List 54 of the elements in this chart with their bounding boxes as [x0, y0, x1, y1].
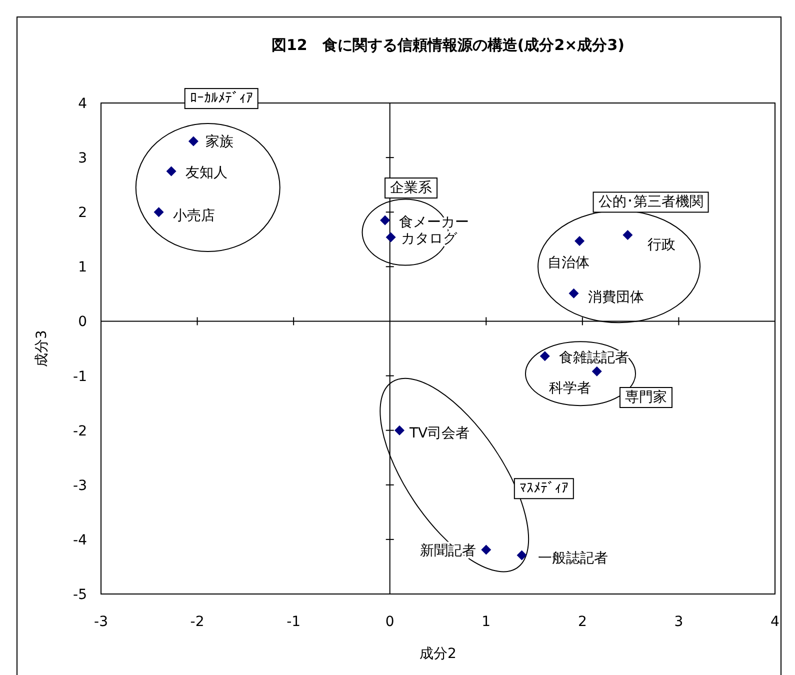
y-tick-label: -3	[73, 478, 87, 494]
chart-title: 図12 食に関する信頼情報源の構造(成分2×成分3)	[271, 36, 625, 54]
y-tick-label: 0	[78, 314, 87, 330]
point	[592, 366, 602, 376]
x-axis-title: 成分2	[420, 646, 456, 662]
point	[188, 136, 198, 146]
y-tick-label: 3	[78, 150, 87, 167]
y-tick-label: 2	[78, 205, 87, 222]
y-tick-label: 1	[78, 260, 87, 276]
x-tick-label: 2	[578, 614, 587, 630]
point	[166, 166, 176, 176]
annotation: 公的･第三者機関	[592, 192, 709, 213]
series-label: 消費団体	[588, 289, 644, 306]
point	[394, 425, 404, 436]
y-tick-label: 4	[78, 96, 88, 112]
point	[154, 207, 164, 218]
point	[380, 215, 390, 226]
x-tick-label: -3	[94, 614, 108, 630]
annotation: 企業系	[390, 180, 432, 196]
x-tick-label: -2	[190, 614, 204, 630]
series-label: 友知人	[185, 165, 228, 182]
x-tick-label: -1	[286, 614, 301, 630]
y-tick-label: -5	[73, 587, 87, 603]
series-label: 一般誌記者	[538, 550, 608, 566]
series-label: 家族	[205, 134, 234, 150]
point	[386, 232, 396, 242]
point	[568, 288, 579, 298]
series-label: 小売店	[172, 208, 215, 224]
annotation: ﾏｽﾒﾃﾞｨｱ	[519, 480, 568, 497]
point	[481, 544, 492, 555]
point	[622, 230, 633, 240]
y-tick-label: -4	[73, 532, 88, 548]
series-label: 自治体	[548, 255, 590, 272]
point	[574, 236, 585, 246]
annotation: ﾏｽﾒﾃﾞｨｱ	[514, 478, 574, 500]
annotation: ﾛｰｶﾙﾒﾃﾞｨｱ	[190, 90, 253, 107]
x-tick-label: 0	[385, 614, 394, 630]
annotation: 専門家	[624, 390, 667, 406]
y-tick-label: -2	[73, 423, 87, 440]
annotation: 公的･第三者機関	[598, 194, 704, 210]
x-tick-label: 4	[770, 614, 780, 630]
series-label: 食雑誌記者	[558, 350, 629, 366]
point	[540, 351, 550, 362]
y-axis-title: 成分3	[34, 330, 50, 367]
series-label: 行政	[648, 237, 676, 254]
y-tick-label: -1	[73, 368, 87, 385]
x-tick-label: 3	[674, 614, 684, 630]
annotation: ﾛｰｶﾙﾒﾃﾞｨｱ	[184, 88, 258, 110]
point	[516, 550, 527, 560]
annotation: 企業系	[384, 178, 438, 199]
x-tick-label: 1	[482, 614, 491, 630]
series-label: TV司会者	[408, 425, 470, 442]
annotation: 専門家	[619, 387, 672, 408]
series-label: 科学者	[548, 380, 591, 396]
